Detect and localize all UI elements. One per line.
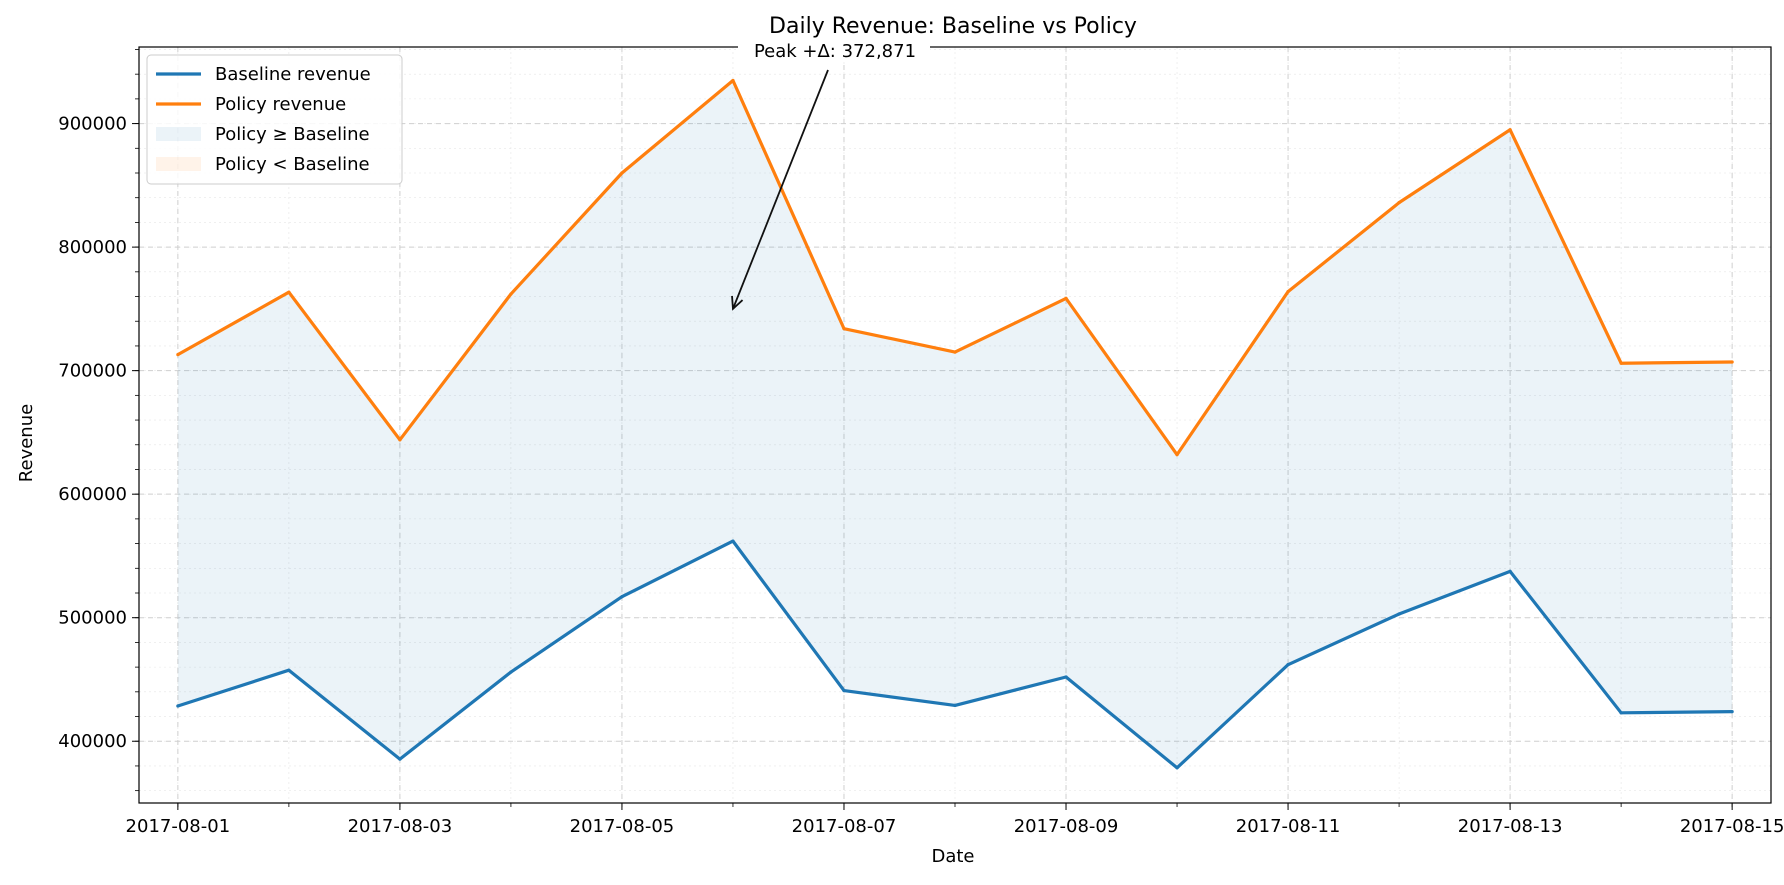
data-point [731,539,735,543]
legend-label: Policy < Baseline [215,154,370,175]
data-point [620,595,624,599]
y-tick-label: 600000 [58,484,127,505]
fill-policy-above-baseline [177,80,1733,768]
x-axis-label: Date [931,846,974,867]
data-point [953,350,957,354]
y-axis-label: Revenue [16,404,37,482]
axes: 2017-08-01 2017-08-03 2017-08-05 2017-08-07… [58,46,1784,837]
data-point [1064,675,1068,679]
data-point [398,438,402,442]
data-point [1397,612,1401,616]
chart-title: Daily Revenue: Baseline vs Policy [769,14,1137,39]
data-point [620,171,624,175]
legend: Baseline revenue Policy revenue Policy ≥ B… [146,54,403,185]
fill-area [177,80,1733,768]
data-point [1175,766,1179,770]
data-point [731,78,735,83]
y-tick-label: 700000 [58,361,127,382]
data-point [1508,128,1512,132]
annotation-arrowhead [731,295,744,311]
annotation-label: Peak +Δ: 372,871 [754,41,916,62]
data-point [176,704,180,708]
x-tick-label: 2017-08-15 [1680,816,1784,837]
x-tick-label: 2017-08-05 [570,816,675,837]
x-tick-label: 2017-08-09 [1014,816,1119,837]
data-point [953,703,957,708]
series-lines [176,78,1734,770]
y-tick-label: 800000 [58,237,127,258]
legend-label: Baseline revenue [215,64,371,85]
legend-swatch-patch [156,127,201,141]
legend-swatch-patch [156,157,201,171]
data-point [1286,663,1290,667]
legend-label: Policy ≥ Baseline [215,124,370,145]
x-tick-label: 2017-08-11 [1236,816,1341,837]
x-tick-label: 2017-08-01 [126,816,231,837]
data-point [1064,296,1068,300]
data-point [287,668,291,672]
data-point [398,757,402,761]
legend-label: Policy revenue [215,94,346,115]
data-point [509,670,513,674]
annotation-arrow [732,69,829,310]
x-tick-label: 2017-08-07 [792,816,897,837]
data-point [509,292,513,296]
y-tick-label: 400000 [58,731,127,752]
data-point [176,352,180,357]
data-point [1286,289,1290,294]
y-tick-label: 900000 [58,114,127,135]
data-point [1175,453,1179,457]
data-point [1730,360,1734,364]
x-tick-label: 2017-08-13 [1458,816,1563,837]
grid [139,47,1771,803]
legend-box [146,54,403,185]
data-point [287,290,291,294]
x-tick-label: 2017-08-03 [348,816,453,837]
data-point [1619,361,1623,365]
data-point [1730,709,1734,714]
annotation: Peak +Δ: 372,871 [731,38,930,311]
data-point [1508,569,1512,573]
data-point [842,327,846,331]
data-point [842,688,846,693]
y-tick-label: 500000 [58,608,127,629]
data-point [1619,711,1623,715]
data-point [1397,201,1401,205]
annotation-bg [738,38,930,62]
